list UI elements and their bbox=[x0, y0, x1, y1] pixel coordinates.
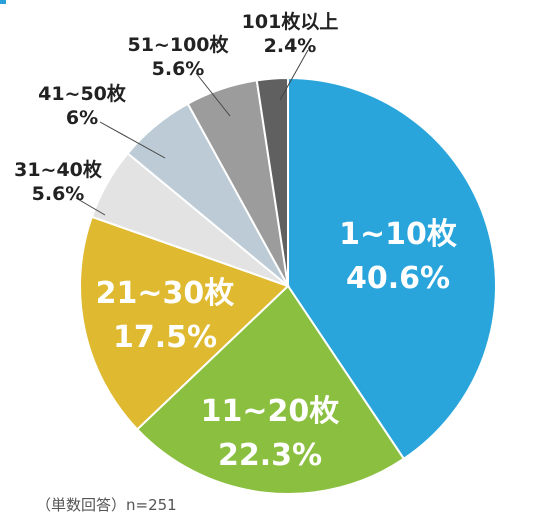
slice-label-2: 11~20枚 bbox=[201, 394, 340, 429]
slice-label-7: 101枚以上 bbox=[242, 10, 339, 33]
chart-footnote: （単数回答）n=251 bbox=[36, 496, 177, 514]
leader-line-6 bbox=[195, 72, 231, 117]
slice-label-6: 51~100枚 bbox=[127, 33, 229, 56]
corner-accent bbox=[0, 0, 6, 4]
slice-label-3: 21~30枚 bbox=[96, 276, 235, 311]
slice-value-4: 5.6% bbox=[32, 183, 85, 205]
slice-label-5: 41~50枚 bbox=[38, 82, 127, 105]
slice-label-1: 1~10枚 bbox=[339, 217, 457, 252]
slice-value-5: 6% bbox=[66, 107, 98, 129]
slice-1 bbox=[287, 76, 497, 461]
slice-value-3: 17.5% bbox=[113, 320, 217, 355]
leader-line-5 bbox=[99, 121, 166, 159]
slice-value-6: 5.6% bbox=[152, 58, 205, 80]
slice-3 bbox=[79, 215, 290, 431]
slice-label-4: 31~40枚 bbox=[14, 158, 103, 181]
slice-value-7: 2.4% bbox=[264, 35, 317, 57]
slice-2 bbox=[135, 284, 406, 495]
leader-line-4 bbox=[75, 197, 106, 216]
slice-value-1: 40.6% bbox=[346, 261, 450, 296]
slice-7 bbox=[255, 76, 289, 287]
leader-line-7 bbox=[279, 49, 309, 101]
slice-value-2: 22.3% bbox=[218, 438, 322, 473]
